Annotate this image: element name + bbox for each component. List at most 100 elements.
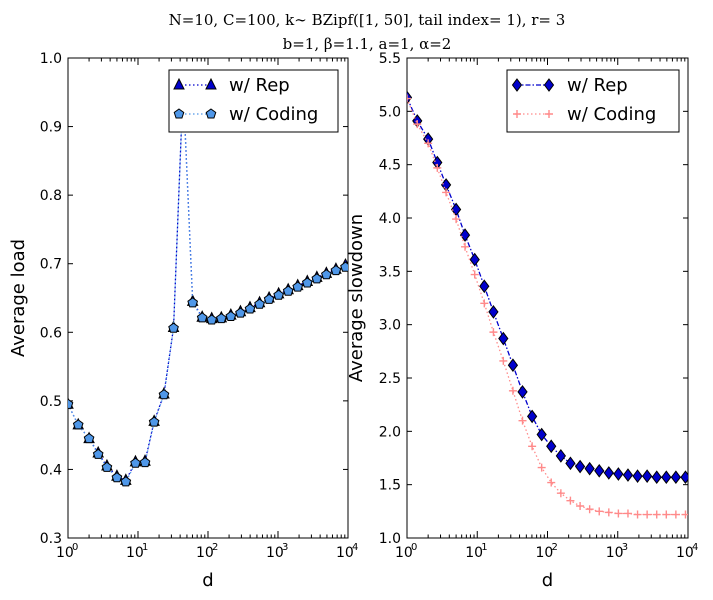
data-point <box>681 510 688 519</box>
data-point <box>479 279 490 294</box>
x-tick-exponent: 0 <box>411 542 417 553</box>
data-point <box>72 419 84 430</box>
y-tick-label: 0.4 <box>40 462 62 478</box>
x-tick-label: 104 <box>676 542 698 561</box>
data-point <box>613 467 624 481</box>
y-tick-label: 2.5 <box>379 371 401 387</box>
data-point <box>565 456 576 471</box>
legend-marker <box>543 78 555 92</box>
data-point <box>442 188 451 197</box>
y-tick-label: 4.0 <box>379 211 401 227</box>
data-point <box>661 470 672 485</box>
data-point <box>594 463 605 478</box>
data-point <box>470 270 479 279</box>
data-point <box>518 416 527 425</box>
data-point <box>556 489 565 498</box>
legend-marker <box>173 77 185 90</box>
data-point <box>632 469 643 483</box>
x-tick-base: 10 <box>395 545 413 561</box>
x-tick-label: 102 <box>196 542 218 561</box>
data-point <box>413 120 422 129</box>
data-point <box>566 496 575 505</box>
data-point <box>480 299 489 308</box>
data-point <box>643 510 652 519</box>
data-point <box>424 139 433 148</box>
data-point <box>130 457 141 468</box>
data-point <box>68 398 74 409</box>
data-point <box>671 510 680 519</box>
y-tick-label: 0.7 <box>40 257 62 273</box>
y-axis-label: Average load <box>8 239 29 357</box>
data-point <box>83 432 95 444</box>
y-tick-label: 3.0 <box>379 318 401 334</box>
data-point <box>488 305 499 319</box>
x-tick-base: 10 <box>465 545 483 561</box>
x-tick-exponent: 2 <box>552 542 558 553</box>
legend: w/ Rep w/ Coding <box>506 69 680 133</box>
data-point <box>120 476 132 487</box>
data-point <box>499 356 508 365</box>
y-tick-label: 3.5 <box>379 264 401 280</box>
series-2 <box>407 94 688 519</box>
data-point <box>623 509 632 518</box>
y-tick-label: 1.0 <box>40 51 62 67</box>
series-2 <box>68 81 348 487</box>
y-tick-label: 0.8 <box>40 188 62 204</box>
legend-label: w/ Rep <box>567 75 628 96</box>
data-point <box>489 328 498 337</box>
y-tick-label: 4.5 <box>379 158 401 174</box>
data-point <box>651 470 662 485</box>
data-point <box>235 307 246 318</box>
x-tick-label: 101 <box>465 542 487 561</box>
data-point <box>111 472 123 483</box>
data-point <box>273 289 284 300</box>
x-tick-label: 100 <box>395 542 417 561</box>
data-point <box>576 502 585 510</box>
x-tick-base: 10 <box>266 545 284 561</box>
x-tick-label: 104 <box>336 542 358 561</box>
x-tick-base: 10 <box>606 545 624 561</box>
data-point <box>254 298 265 309</box>
legend-marker <box>205 77 217 90</box>
y-tick-label: 1.0 <box>379 531 401 547</box>
data-point <box>196 312 208 323</box>
data-point <box>537 463 546 472</box>
x-tick-label: 100 <box>56 542 78 561</box>
data-point <box>433 163 442 172</box>
data-point <box>311 273 323 284</box>
data-point <box>92 448 104 459</box>
data-point <box>574 459 586 474</box>
x-tick-exponent: 4 <box>692 542 698 553</box>
data-point <box>526 409 538 424</box>
y-tick-label: 0.3 <box>40 531 62 547</box>
data-point <box>642 469 653 483</box>
data-point <box>507 358 519 373</box>
x-tick-base: 10 <box>536 545 554 561</box>
data-point <box>215 312 227 324</box>
legend-marker <box>513 110 521 118</box>
data-point <box>206 314 218 325</box>
data-point <box>407 90 413 105</box>
legend-entry-1: w/ Rep <box>511 75 628 96</box>
data-point <box>547 478 556 487</box>
data-point <box>585 505 594 514</box>
legend: w/ Rep w/ Coding <box>168 69 339 133</box>
y-axis-label: Average slowdown <box>346 214 367 382</box>
legend-entry-2: w/ Coding <box>513 104 656 125</box>
figure-title-line1: N=10, C=100, k∼ BZipf([1, 50], tail inde… <box>169 11 566 29</box>
x-axis-label: d <box>542 570 553 591</box>
data-point <box>603 466 614 480</box>
x-tick-exponent: 4 <box>352 542 358 553</box>
x-tick-label: 101 <box>126 542 148 561</box>
y-tick-label: 1.5 <box>379 478 401 494</box>
x-tick-exponent: 1 <box>142 542 148 553</box>
x-tick-exponent: 3 <box>282 542 288 553</box>
x-tick-base: 10 <box>676 545 694 561</box>
x-tick-label: 103 <box>266 542 288 561</box>
data-point <box>662 510 671 519</box>
y-tick-label: 5.5 <box>379 51 401 67</box>
series-line <box>407 97 686 478</box>
x-axis-label: d <box>202 570 213 591</box>
x-tick-label: 103 <box>606 542 628 561</box>
